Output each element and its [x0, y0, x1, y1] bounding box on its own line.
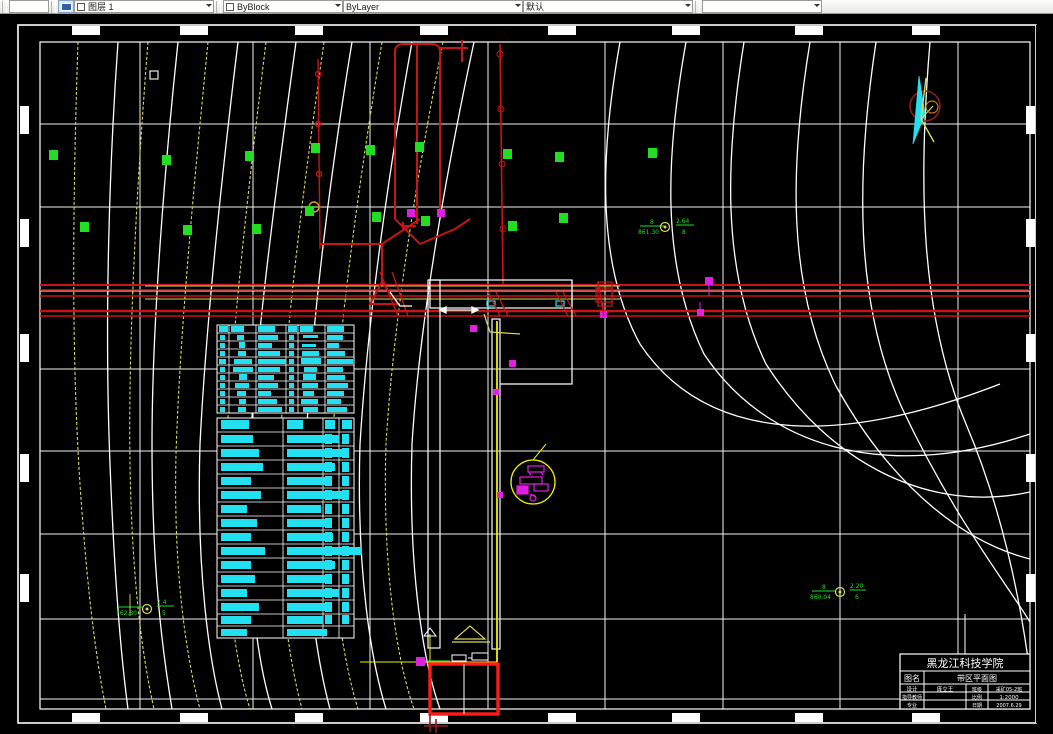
toolbar-grip-3[interactable] [216, 1, 221, 13]
toolbar-grip-2[interactable] [51, 1, 56, 13]
equipment-table-content [221, 420, 362, 636]
railway-main-lines [40, 284, 1030, 317]
linetype-combo[interactable]: ByLayer [343, 0, 523, 13]
north-arrow-compass [909, 75, 941, 145]
frame-tick-marks-right [1026, 106, 1035, 602]
frame-tick-marks-top [72, 26, 940, 35]
svg-text:8: 8 [650, 219, 654, 226]
layer-combo-value: 图层 1 [88, 1, 114, 12]
chevron-down-icon-2[interactable] [335, 4, 341, 7]
survey-point-a: 8 861.30 2.64 8 [638, 218, 694, 236]
lineweight-combo-value: 默认 [526, 1, 545, 12]
chevron-down-icon-4[interactable] [685, 4, 691, 7]
building-outlines [427, 279, 573, 650]
title-block-label-0: 图名 [904, 673, 920, 683]
rail-white-branch [389, 291, 412, 307]
title-block [899, 614, 1031, 710]
title-block-label2-1: 班级 [972, 686, 982, 693]
rail-yellow-branch [483, 313, 521, 335]
color-combo-value: ByBlock [237, 1, 270, 12]
bottom-yellow-triangle [452, 625, 490, 643]
cad-drawing-canvas[interactable]: 8 861.30 2.64 8 8 860.04 2.20 6 762.80 2… [0, 14, 1053, 734]
coordinate-grid [40, 42, 1030, 709]
title-block-label2-2: 比例 [972, 694, 982, 701]
svg-text:2.64: 2.64 [676, 218, 690, 225]
cad-toolbar: 图层 1 ByBlock ByLayer 默认 [0, 0, 1053, 14]
title-block-label2-3: 日期 [972, 703, 982, 709]
survey-point-b: 8 860.04 2.20 6 [810, 583, 866, 601]
title-block-value2-1: 采矿05-2班 [996, 686, 1022, 693]
title-block-value-1: 庞立王 [937, 685, 954, 693]
detail-callout-equipment [516, 465, 549, 502]
svg-text:6: 6 [855, 594, 859, 601]
survey-point-c: 762.80 2.4 5 [116, 594, 174, 617]
svg-text:860.04: 860.04 [810, 594, 831, 601]
title-block-text: 黑龙江科技学院 图名 带区平面图 设计 庞立王 班级 采矿05-2班 指导教师 … [902, 656, 1022, 709]
color-swatch [226, 2, 234, 11]
plotstyle-combo[interactable] [702, 0, 822, 13]
title-block-value2-3: 2007.6.29 [996, 703, 1021, 709]
layer-color-swatch [77, 2, 85, 11]
bottom-red-annotation [424, 714, 448, 733]
bottom-red-building [428, 662, 500, 716]
layer-combo[interactable]: 图层 1 [74, 0, 214, 13]
upper-red-vertical-line [496, 43, 507, 285]
toolbar-grip-4[interactable] [695, 1, 700, 13]
contour-lines-white [106, 41, 1031, 710]
svg-text:8: 8 [682, 229, 686, 236]
right-gutter [1036, 25, 1046, 723]
title-block-label-3: 专业 [907, 702, 917, 709]
svg-text:762.80: 762.80 [116, 610, 137, 617]
svg-text:861.30: 861.30 [638, 229, 659, 236]
bottom-white-symbols [451, 652, 489, 662]
green-borehole-markers [49, 142, 657, 235]
quick-combo[interactable] [9, 0, 49, 13]
toolbar-grip[interactable] [2, 1, 7, 13]
title-block-label-2: 指导教师 [902, 694, 922, 701]
rail-turnout-details [379, 271, 613, 317]
rail-arrow-marker [438, 305, 480, 315]
title-block-label-1: 设计 [906, 685, 918, 693]
chevron-down-icon[interactable] [206, 4, 212, 7]
layer-properties-icon[interactable] [58, 0, 74, 13]
chevron-down-icon-5[interactable] [814, 4, 820, 7]
chevron-down-icon-3[interactable] [515, 4, 521, 7]
linetype-combo-value: ByLayer [346, 1, 380, 12]
legend-table-content [219, 326, 353, 412]
svg-text:2.4: 2.4 [157, 599, 167, 606]
color-combo[interactable]: ByBlock [223, 0, 343, 13]
frame-tick-marks-bottom [72, 713, 940, 722]
bottom-triangle-marker [423, 627, 437, 637]
detail-callout-circle[interactable] [510, 443, 556, 505]
magenta-marker-bottom [416, 657, 425, 666]
svg-text:5: 5 [162, 610, 166, 617]
frame-tick-marks-left [20, 106, 29, 602]
lineweight-combo[interactable]: 默认 [523, 0, 693, 13]
canvas-background [0, 14, 1053, 734]
white-square-marker [149, 70, 159, 80]
title-block-value2-2: 1:2000 [999, 695, 1019, 701]
svg-text:2.20: 2.20 [850, 583, 864, 590]
svg-text:8: 8 [822, 584, 826, 591]
title-block-value-0: 带区平面图 [957, 674, 997, 683]
title-block-institute: 黑龙江科技学院 [927, 656, 1004, 670]
